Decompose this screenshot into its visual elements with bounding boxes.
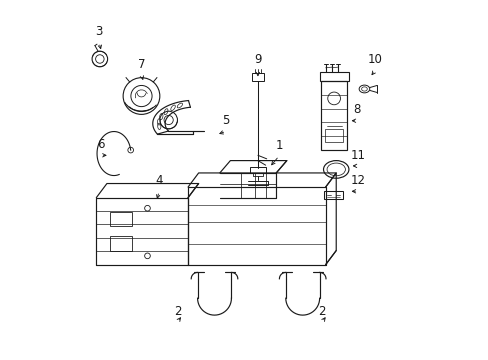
Bar xyxy=(319,72,348,81)
Text: 5: 5 xyxy=(222,114,229,127)
Bar xyxy=(110,212,131,226)
Text: 12: 12 xyxy=(350,174,365,187)
Text: 2: 2 xyxy=(318,305,325,318)
Text: 7: 7 xyxy=(138,58,145,71)
Bar xyxy=(250,167,265,173)
Bar xyxy=(321,81,346,150)
Bar xyxy=(323,191,343,199)
Text: 1: 1 xyxy=(275,139,282,152)
Text: 8: 8 xyxy=(353,103,360,117)
Text: 4: 4 xyxy=(155,174,163,187)
Bar xyxy=(110,237,131,251)
Text: 10: 10 xyxy=(367,53,382,66)
Text: 9: 9 xyxy=(254,53,261,66)
Bar xyxy=(251,73,264,81)
Bar xyxy=(324,129,343,142)
Text: 11: 11 xyxy=(350,149,365,162)
Text: 3: 3 xyxy=(95,25,102,38)
Text: 6: 6 xyxy=(97,138,104,151)
Text: 2: 2 xyxy=(173,305,181,318)
